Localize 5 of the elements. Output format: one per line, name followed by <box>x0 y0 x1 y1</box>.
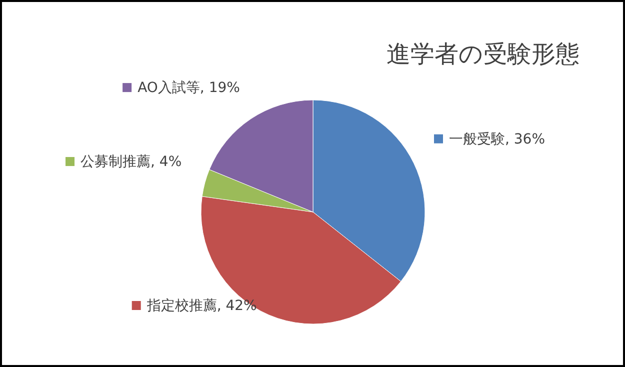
legend-label: 公募制推薦, 4% <box>80 154 182 170</box>
legend-label: 指定校推薦, 42% <box>146 298 257 314</box>
legend-label: 一般受験, 36% <box>449 131 546 148</box>
legend-label: AO入試等, 19% <box>138 80 240 96</box>
chart-title: 進学者の受験形態 <box>386 40 580 68</box>
